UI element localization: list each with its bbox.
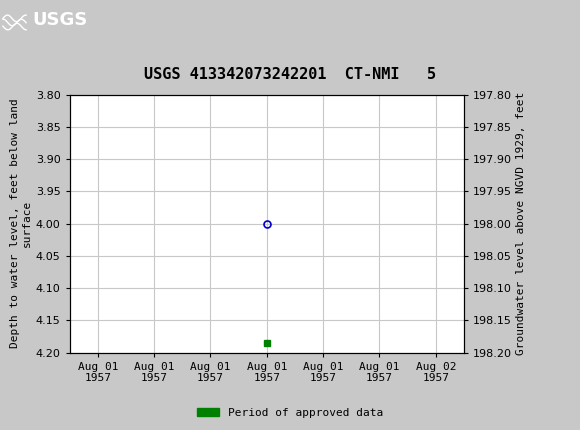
Text: USGS: USGS — [32, 12, 87, 29]
Text: USGS 413342073242201  CT-NMI   5: USGS 413342073242201 CT-NMI 5 — [144, 67, 436, 82]
Y-axis label: Groundwater level above NGVD 1929, feet: Groundwater level above NGVD 1929, feet — [516, 92, 526, 355]
Legend: Period of approved data: Period of approved data — [193, 403, 387, 422]
Y-axis label: Depth to water level, feet below land
surface: Depth to water level, feet below land su… — [10, 99, 31, 348]
